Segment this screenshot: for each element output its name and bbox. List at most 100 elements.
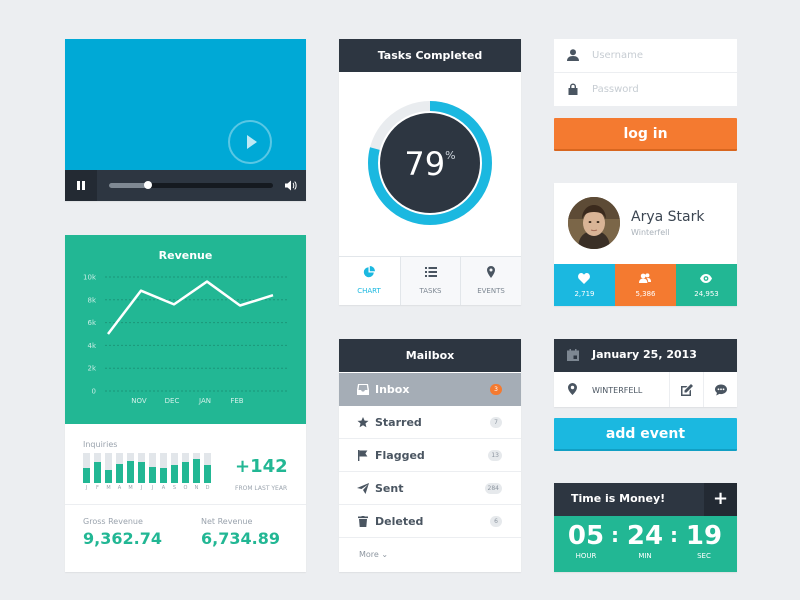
login-button[interactable]: log in: [554, 118, 737, 151]
event-date: January 25, 2013: [592, 348, 697, 361]
timer-separator: :: [670, 523, 678, 547]
tab-tasks-label: TASKS: [419, 287, 442, 295]
event-card: January 25, 2013 WINTERFELL: [554, 339, 737, 407]
timer-seconds-value: 19: [685, 521, 723, 551]
timer-add-button[interactable]: +: [704, 483, 737, 516]
month-label: F: [96, 485, 99, 491]
inquiries-bar-chart: [83, 453, 215, 483]
x-tick-label: DEC: [165, 397, 180, 405]
inquiries-label: Inquiries: [83, 440, 118, 449]
mailbox-item-label: Sent: [375, 482, 404, 495]
calendar-icon: [567, 349, 579, 361]
map-pin-icon: [568, 383, 577, 395]
video-controls: [65, 170, 306, 201]
mailbox-item-inbox[interactable]: Inbox 3: [339, 373, 521, 406]
countdown-timer: Time is Money! + 05 HOUR : 24 MIN : 19 S…: [554, 483, 737, 572]
month-label: A: [161, 485, 166, 491]
gross-revenue-value: 9,362.74: [83, 529, 162, 548]
profile-card: Arya Stark Winterfell 2,719 5,386 24,953: [554, 183, 737, 306]
tasks-tabs: CHART TASKS EVENTS: [339, 256, 521, 305]
revenue-series-line: [107, 280, 274, 335]
mailbox-item-deleted[interactable]: Deleted 6: [339, 505, 521, 538]
stat-followers[interactable]: 5,386: [615, 264, 676, 306]
event-header: January 25, 2013: [554, 339, 737, 372]
x-tick-label: JAN: [198, 397, 211, 405]
y-tick-label: 8k: [87, 296, 96, 304]
tasks-title: Tasks Completed: [339, 39, 521, 72]
stat-views-value: 24,953: [694, 290, 719, 298]
inquiries-delta: +142: [235, 456, 288, 477]
timer-title: Time is Money!: [571, 492, 666, 505]
tab-chart[interactable]: CHART: [339, 257, 399, 305]
lock-icon: [568, 83, 578, 95]
y-tick-label: 10k: [83, 274, 97, 282]
month-label: M: [128, 485, 133, 491]
mailbox-more-link[interactable]: More ⌄: [359, 550, 389, 559]
donut-center: [380, 113, 480, 213]
mailbox-item-count: 284: [484, 483, 502, 494]
month-label: J: [140, 485, 143, 491]
mailbox-item-count: 7: [490, 417, 502, 428]
mailbox-item-starred[interactable]: Starred 7: [339, 406, 521, 439]
net-revenue-value: 6,734.89: [201, 529, 280, 548]
inquiries-delta-caption: FROM LAST YEAR: [235, 485, 288, 492]
play-icon[interactable]: [228, 120, 272, 164]
tasks-widget: Tasks Completed 79% CHART TASKS EVE: [339, 39, 521, 305]
flag-icon: [358, 450, 368, 461]
y-tick-label: 6k: [87, 319, 96, 327]
y-tick-label: 0: [92, 388, 96, 396]
edit-event-button[interactable]: [669, 372, 703, 407]
star-icon: [357, 417, 369, 428]
add-event-button[interactable]: add event: [554, 418, 737, 451]
tab-tasks[interactable]: TASKS: [400, 257, 460, 305]
timer-minutes-value: 24: [626, 521, 664, 551]
stat-views[interactable]: 24,953: [676, 264, 737, 306]
month-label: D: [205, 485, 210, 491]
timer-seconds-label: SEC: [697, 552, 711, 560]
chat-bubble-icon: [715, 384, 727, 396]
video-progress-bar[interactable]: [109, 181, 273, 189]
tasks-percent-value: 79: [404, 145, 446, 183]
password-row: [554, 73, 737, 106]
net-revenue-label: Net Revenue: [201, 517, 253, 526]
pause-button[interactable]: [65, 170, 97, 201]
y-tick-label: 2k: [87, 365, 96, 373]
revenue-chart: Revenue 0 2k 4k 6k 8k 10k NOV DEC JAN FEB: [65, 235, 306, 424]
comment-event-button[interactable]: [703, 372, 737, 407]
user-icon: [567, 49, 579, 61]
inbox-icon: [357, 384, 369, 395]
tab-events-label: EVENTS: [477, 287, 505, 295]
send-icon: [357, 483, 369, 494]
list-icon: [425, 267, 437, 277]
divider: [65, 504, 306, 505]
trash-icon: [358, 516, 368, 527]
tasks-percent: 79%: [381, 145, 479, 183]
video-progress-handle[interactable]: [144, 181, 153, 189]
month-label: O: [183, 485, 188, 491]
mailbox-item-count: 3: [490, 384, 502, 395]
timer-hours-label: HOUR: [575, 552, 597, 560]
timer-minutes: 24 MIN: [620, 521, 670, 560]
x-tick-label: NOV: [131, 397, 147, 405]
avatar[interactable]: [568, 197, 620, 249]
profile-name: Arya Stark: [631, 209, 705, 225]
stat-likes[interactable]: 2,719: [554, 264, 615, 306]
mailbox-item-count: 6: [490, 516, 502, 527]
mailbox-item-label: Flagged: [375, 449, 425, 462]
stat-followers-value: 5,386: [635, 290, 656, 298]
video-player[interactable]: [65, 39, 306, 201]
revenue-title: Revenue: [158, 249, 213, 262]
mailbox-item-label: Deleted: [375, 515, 424, 528]
month-label: M: [106, 485, 111, 491]
event-location: WINTERFELL: [592, 386, 643, 395]
mailbox-item-sent[interactable]: Sent 284: [339, 472, 521, 505]
username-input[interactable]: [592, 47, 722, 64]
password-input[interactable]: [592, 81, 722, 98]
volume-icon[interactable]: [285, 180, 297, 191]
mailbox-item-flagged[interactable]: Flagged 13: [339, 439, 521, 472]
map-pin-icon: [487, 266, 495, 278]
eye-icon: [700, 274, 712, 283]
tab-events[interactable]: EVENTS: [460, 257, 521, 305]
tasks-percent-unit: %: [445, 149, 456, 162]
